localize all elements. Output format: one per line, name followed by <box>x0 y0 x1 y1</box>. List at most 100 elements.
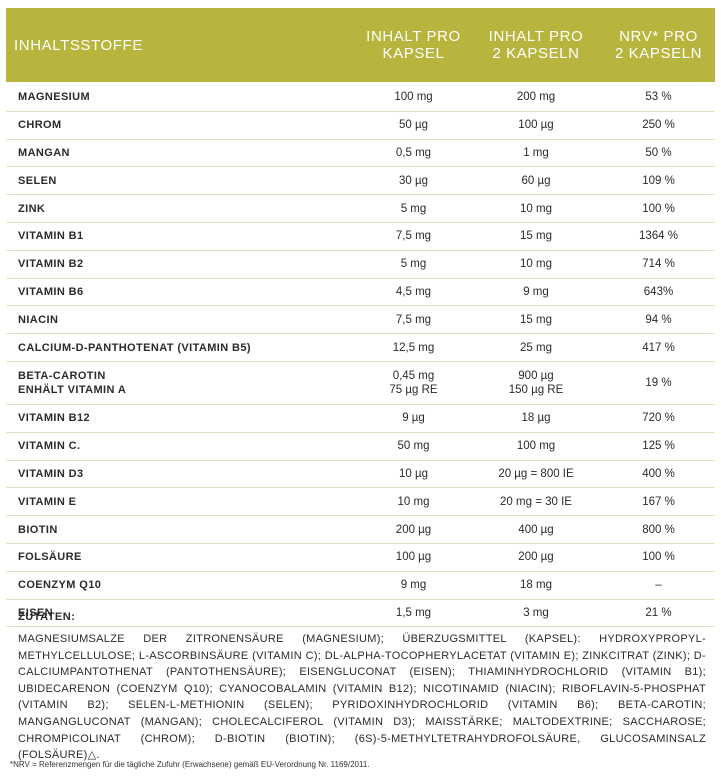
nutrient-name: CHROM <box>18 119 62 132</box>
amount-per-2-capsules: 25 mg <box>520 341 552 354</box>
amount-per-capsule: 30 µg <box>398 174 428 187</box>
header-per-2-capsules: INHALT PRO 2 KAPSELN <box>488 28 584 62</box>
nutrient-table: MAGNESIUM 100 mg 200 mg 53 % CHROM 50 µg 100 … <box>6 84 715 628</box>
table-row: VITAMIN E 10 mg 20 mg = 30 IE 167 % <box>6 488 715 517</box>
amount-per-2-capsules: 200 µg <box>518 551 554 564</box>
nrv-value: 53 % <box>645 91 672 104</box>
table-row: VITAMIN B12 9 µg 18 µg 720 % <box>6 405 715 433</box>
amount-per-capsule: 100 mg <box>394 91 433 104</box>
amount-per-capsule: 5 mg <box>400 258 427 271</box>
amount-per-capsule: 10 µg <box>398 467 428 480</box>
table-row: SELEN 30 µg 60 µg 109 % <box>6 167 715 196</box>
amount-per-2-capsules: 900 µg 150 µg RE <box>508 369 564 396</box>
amount-per-2-capsules: 15 mg <box>520 313 552 326</box>
amount-per-capsule: 0,5 mg <box>395 146 432 159</box>
amount-per-2-capsules: 60 µg <box>521 174 551 187</box>
table-row: EISEN 1,5 mg 3 mg 21 % <box>6 600 715 628</box>
nutrient-name: VITAMIN D3 <box>18 467 84 480</box>
table-row: VITAMIN D3 10 µg 20 µg = 800 IE 400 % <box>6 461 715 489</box>
nrv-value: 250 % <box>642 119 675 132</box>
amount-per-2-capsules: 18 µg <box>521 412 551 425</box>
nutrient-name: SELEN <box>18 174 57 187</box>
nutrient-name: VITAMIN B1 <box>18 230 84 243</box>
nrv-value: 19 % <box>645 376 672 389</box>
amount-per-capsule: 4,5 mg <box>395 285 432 298</box>
amount-per-capsule: 50 mg <box>397 440 430 453</box>
amount-per-2-capsules: 15 mg <box>520 230 552 243</box>
table-row: VITAMIN B2 5 mg 10 mg 714 % <box>6 251 715 279</box>
header-per-capsule: INHALT PRO KAPSEL <box>366 28 461 62</box>
table-row: CALCIUM-D-PANTHOTENAT (VITAMIN B5) 12,5 m… <box>6 334 715 362</box>
nrv-value: 417 % <box>642 341 675 354</box>
amount-per-2-capsules: 10 mg <box>520 202 552 215</box>
amount-per-capsule: 100 µg <box>395 551 432 564</box>
nutrient-name: NIACIN <box>18 313 59 326</box>
nrv-value: 21 % <box>645 606 672 619</box>
nutrient-name: VITAMIN E <box>18 495 77 508</box>
nrv-value: – <box>655 579 662 592</box>
table-row: VITAMIN C. 50 mg 100 mg 125 % <box>6 433 715 461</box>
nrv-value: 1364 % <box>638 230 678 243</box>
amount-per-2-capsules: 20 µg = 800 IE <box>498 467 574 480</box>
nrv-value: 643% <box>643 285 674 298</box>
ingredients-title: ZUTATEN: <box>18 611 76 623</box>
amount-per-capsule: 9 µg <box>402 412 425 425</box>
amount-per-2-capsules: 100 mg <box>516 440 556 453</box>
table-row: MANGAN 0,5 mg 1 mg 50 % <box>6 140 715 168</box>
nrv-value: 100 % <box>642 202 675 215</box>
nutrient-name: VITAMIN B2 <box>18 258 84 271</box>
nutrient-name: VITAMIN B6 <box>18 285 84 298</box>
nutrient-name: COENZYM Q10 <box>18 579 102 592</box>
header-ingredients: INHALTSSTOFFE <box>14 36 143 54</box>
nrv-value: 714 % <box>642 258 675 271</box>
nutrient-name: VITAMIN C. <box>18 440 81 453</box>
nutrient-name: EISEN <box>18 606 54 619</box>
nutrient-name: BIOTIN <box>18 523 58 536</box>
nrv-value: 125 % <box>642 440 675 453</box>
table-row: ZINK 5 mg 10 mg 100 % <box>6 195 715 223</box>
amount-per-capsule: 0,45 mg 75 µg RE <box>389 369 438 396</box>
amount-per-2-capsules: 20 mg = 30 IE <box>500 495 572 508</box>
amount-per-capsule: 12,5 mg <box>392 341 435 354</box>
nrv-value: 800 % <box>642 523 675 536</box>
table-row: FOLSÄURE 100 µg 200 µg 100 % <box>6 544 715 572</box>
table-header: INHALTSSTOFFE INHALT PRO KAPSEL INHALT P… <box>6 8 715 82</box>
amount-per-capsule: 9 mg <box>400 579 427 592</box>
amount-per-capsule: 5 mg <box>400 202 427 215</box>
amount-per-2-capsules: 9 mg <box>523 285 549 298</box>
nrv-value: 720 % <box>642 412 675 425</box>
nutrient-name: FOLSÄURE <box>18 551 82 564</box>
amount-per-capsule: 7,5 mg <box>395 230 432 243</box>
nrv-value: 50 % <box>645 146 672 159</box>
amount-per-2-capsules: 18 mg <box>520 579 552 592</box>
nutrient-name: ZINK <box>18 202 46 215</box>
nutrient-name: CALCIUM-D-PANTHOTENAT (VITAMIN B5) <box>18 341 251 354</box>
nrv-value: 167 % <box>642 495 675 508</box>
header-nrv: NRV* PRO 2 KAPSELN <box>614 28 703 62</box>
nrv-value: 100 % <box>642 551 675 564</box>
table-row: NIACIN 7,5 mg 15 mg 94 % <box>6 306 715 335</box>
ingredients-text: MAGNESIUMSALZE DER ZITRONENSÄURE (MAGNES… <box>18 633 706 762</box>
nrv-value: 400 % <box>642 467 675 480</box>
nutrient-name: MAGNESIUM <box>18 91 91 104</box>
ingredients-section: ZUTATEN: MAGNESIUMSALZE DER ZITRONENSÄUR… <box>18 611 706 764</box>
amount-per-2-capsules: 10 mg <box>520 258 552 271</box>
table-row: COENZYM Q10 9 mg 18 mg – <box>6 572 715 600</box>
table-row: BETA-CAROTIN ENHÄLT VITAMIN A 0,45 mg 75 … <box>6 362 715 405</box>
nrv-value: 94 % <box>645 313 672 326</box>
amount-per-2-capsules: 200 mg <box>516 91 556 104</box>
amount-per-2-capsules: 3 mg <box>523 606 549 619</box>
table-row: CHROM 50 µg 100 µg 250 % <box>6 112 715 140</box>
amount-per-2-capsules: 100 µg <box>518 119 554 132</box>
table-row: VITAMIN B6 4,5 mg 9 mg 643% <box>6 279 715 307</box>
amount-per-capsule: 200 µg <box>395 523 432 536</box>
nutrient-name: VITAMIN B12 <box>18 412 91 425</box>
nrv-footnote: *NRV = Referenzmengen für die tägliche Z… <box>10 760 370 769</box>
nutrient-name: BETA-CAROTIN ENHÄLT VITAMIN A <box>18 369 127 396</box>
table-row: BIOTIN 200 µg 400 µg 800 % <box>6 516 715 544</box>
amount-per-2-capsules: 400 µg <box>518 523 554 536</box>
table-row: VITAMIN B1 7,5 mg 15 mg 1364 % <box>6 223 715 251</box>
nutrient-name: MANGAN <box>18 146 70 159</box>
amount-per-capsule: 10 mg <box>397 495 430 508</box>
amount-per-capsule: 1,5 mg <box>395 606 432 619</box>
